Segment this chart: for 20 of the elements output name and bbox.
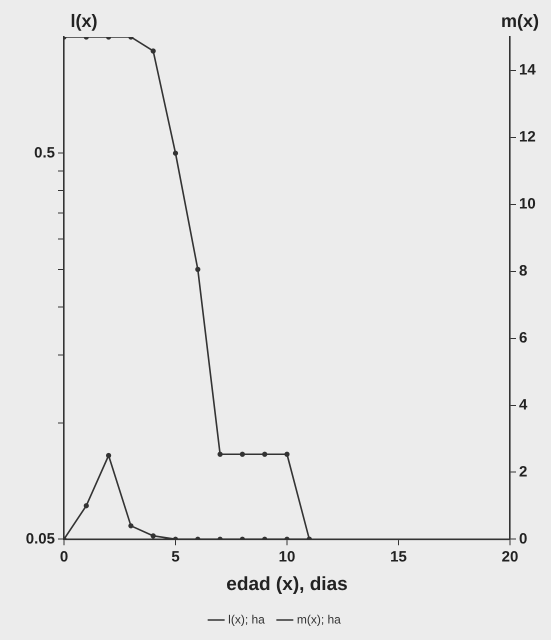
y2-axis-title: m(x) [500,10,540,31]
y-axis-title: l(x) [70,10,98,31]
y2-tick-label: 2 [519,463,528,480]
y2-tick-label: 14 [519,62,536,79]
y2-tick-label: 4 [519,396,528,414]
y2-tick-label: 8 [519,262,528,280]
x-tick-label: 20 [502,548,518,566]
y2-tick-label: 12 [519,128,536,146]
y2-tick-label: 10 [519,196,536,213]
x-tick-label: 5 [171,548,180,566]
y-tick-label: 0.5 [34,144,55,162]
legend-label: l(x); ha [228,612,266,626]
x-tick-label: 15 [390,548,407,566]
x-axis-title: edad (x), dias [226,574,348,595]
y2-tick-label: 0 [519,530,528,548]
x-tick-label: 10 [278,548,296,566]
y2-tick-label: 6 [519,329,528,346]
x-tick-label: 0 [60,548,68,566]
y-tick-label: 0.05 [26,530,55,548]
legend-label: m(x); ha [296,612,342,626]
